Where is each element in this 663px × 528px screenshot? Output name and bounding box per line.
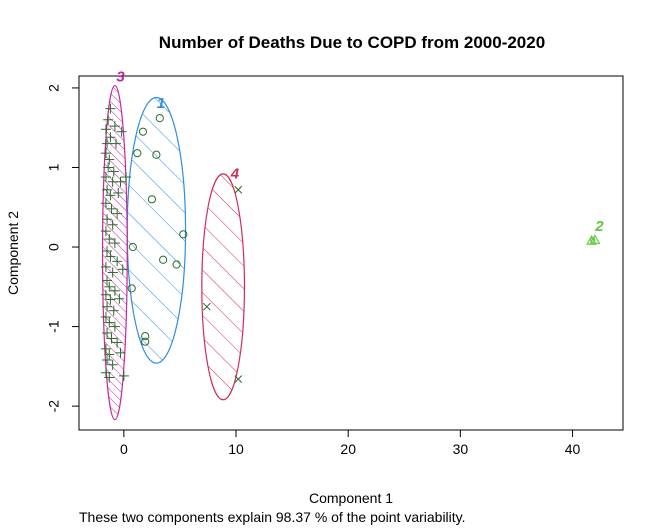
data-point bbox=[121, 172, 132, 183]
data-point bbox=[152, 150, 161, 159]
cluster-label-3: 3 bbox=[116, 69, 125, 86]
data-point bbox=[147, 195, 157, 204]
data-point bbox=[141, 337, 150, 346]
y-tick-label: 1 bbox=[46, 163, 62, 171]
data-point bbox=[104, 234, 115, 245]
data-point bbox=[102, 301, 113, 312]
data-point bbox=[107, 219, 118, 230]
data-point bbox=[133, 149, 142, 158]
data-point bbox=[106, 333, 117, 344]
data-point bbox=[100, 312, 111, 323]
data-point bbox=[104, 281, 115, 292]
data-point bbox=[108, 305, 119, 316]
y-axis-label: Component 2 bbox=[5, 211, 21, 295]
data-point bbox=[104, 372, 115, 383]
data-point bbox=[106, 203, 117, 214]
data-point bbox=[159, 255, 168, 264]
data-point bbox=[105, 190, 116, 201]
data-point bbox=[109, 238, 120, 249]
data-point bbox=[100, 289, 111, 300]
x-tick-label: 30 bbox=[453, 441, 469, 457]
data-point bbox=[104, 317, 115, 328]
data-point bbox=[116, 126, 127, 137]
data-point bbox=[112, 337, 123, 348]
data-point bbox=[172, 260, 181, 269]
data-point bbox=[100, 261, 111, 272]
data-point bbox=[108, 166, 119, 177]
data-point bbox=[109, 121, 120, 132]
data-point bbox=[589, 234, 601, 244]
data-point bbox=[115, 176, 126, 187]
x-tick-label: 20 bbox=[340, 441, 356, 457]
data-point bbox=[112, 256, 123, 267]
data-point bbox=[107, 359, 118, 370]
data-point bbox=[234, 375, 243, 383]
y-tick-label: -1 bbox=[46, 320, 62, 333]
data-point bbox=[112, 208, 123, 219]
data-point bbox=[234, 185, 243, 194]
y-tick-label: 0 bbox=[46, 243, 62, 251]
y-tick-label: 2 bbox=[46, 84, 62, 92]
cluster-label-1: 1 bbox=[157, 95, 165, 112]
data-point bbox=[100, 172, 111, 183]
data-point bbox=[141, 332, 150, 341]
data-point bbox=[102, 246, 113, 257]
data-point bbox=[100, 343, 111, 354]
data-point bbox=[128, 242, 137, 252]
plot-area: 0 10 20 30 40 -2 -1 0 1 2 1 2 3 4 bbox=[46, 69, 624, 457]
x-tick-label: 0 bbox=[120, 441, 128, 457]
data-point bbox=[105, 132, 116, 143]
data-point bbox=[102, 184, 113, 195]
data-point bbox=[100, 198, 111, 209]
data-point bbox=[127, 284, 136, 293]
data-point bbox=[117, 264, 128, 275]
x-tick-label: 40 bbox=[565, 441, 581, 457]
cluster-ellipse-4 bbox=[201, 173, 246, 401]
data-point bbox=[104, 154, 115, 165]
data-point bbox=[107, 267, 118, 278]
data-point bbox=[203, 302, 211, 311]
data-point bbox=[103, 114, 114, 125]
data-point bbox=[100, 226, 111, 237]
cluster-ellipse-3 bbox=[101, 84, 128, 421]
data-point bbox=[102, 138, 113, 149]
data-point bbox=[109, 285, 120, 296]
variability-note: These two components explain 98.37 % of … bbox=[79, 509, 466, 525]
data-point bbox=[100, 124, 111, 135]
data-point bbox=[109, 321, 120, 332]
data-point bbox=[102, 327, 113, 338]
plot-frame bbox=[78, 75, 624, 431]
data-point bbox=[586, 235, 598, 245]
data-point bbox=[100, 148, 111, 159]
data-point bbox=[179, 230, 188, 239]
data-point bbox=[104, 349, 115, 360]
data-point bbox=[118, 370, 129, 381]
data-point bbox=[105, 103, 116, 114]
data-point bbox=[138, 127, 148, 136]
data-point bbox=[111, 138, 122, 149]
cluster-label-2: 2 bbox=[594, 218, 604, 235]
data-point bbox=[105, 251, 116, 262]
chart-title: Number of Deaths Due to COPD from 2000-2… bbox=[159, 33, 545, 52]
x-axis-label: Component 1 bbox=[309, 490, 393, 506]
data-point bbox=[113, 187, 124, 198]
y-tick-label: -2 bbox=[46, 400, 62, 413]
data-point bbox=[114, 293, 125, 304]
data-point bbox=[102, 354, 113, 365]
cluster-ellipse-1 bbox=[126, 96, 187, 364]
data-point bbox=[103, 162, 114, 173]
data-point bbox=[155, 114, 164, 123]
data-point bbox=[115, 347, 126, 358]
x-tick-label: 10 bbox=[228, 441, 244, 457]
data-point bbox=[105, 294, 116, 305]
data-point bbox=[102, 275, 113, 286]
data-point bbox=[102, 214, 113, 225]
cluster-label-4: 4 bbox=[230, 166, 240, 183]
